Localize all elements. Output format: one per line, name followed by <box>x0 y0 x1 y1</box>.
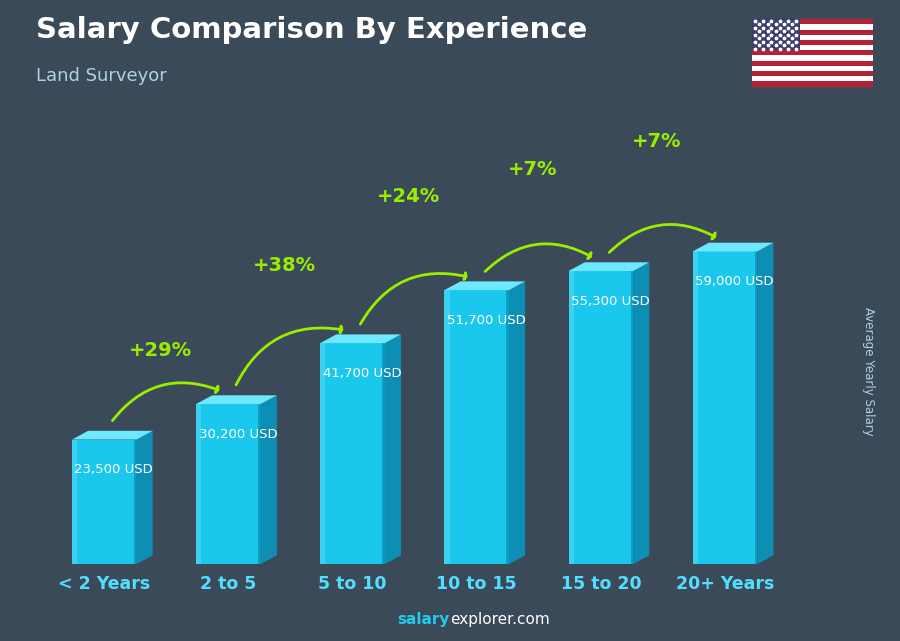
Text: 59,000 USD: 59,000 USD <box>695 275 774 288</box>
Bar <box>752 71 873 76</box>
Bar <box>752 81 873 87</box>
Polygon shape <box>320 343 385 564</box>
Polygon shape <box>569 271 573 564</box>
Polygon shape <box>196 404 202 564</box>
Bar <box>752 76 873 81</box>
Text: 55,300 USD: 55,300 USD <box>571 295 650 308</box>
Polygon shape <box>755 251 757 564</box>
Polygon shape <box>258 404 261 564</box>
Polygon shape <box>385 335 401 564</box>
Polygon shape <box>507 290 509 564</box>
Bar <box>752 40 873 45</box>
Bar <box>752 45 873 50</box>
Bar <box>752 66 873 71</box>
Polygon shape <box>72 431 153 440</box>
Polygon shape <box>72 440 137 564</box>
Text: Land Surveyor: Land Surveyor <box>36 67 166 85</box>
Bar <box>752 50 873 56</box>
Polygon shape <box>693 251 698 564</box>
Text: Average Yearly Salary: Average Yearly Salary <box>862 308 875 436</box>
Text: Salary Comparison By Experience: Salary Comparison By Experience <box>36 16 587 44</box>
Bar <box>752 29 873 35</box>
Polygon shape <box>320 343 326 564</box>
Polygon shape <box>693 243 773 251</box>
Polygon shape <box>445 290 450 564</box>
Text: 51,700 USD: 51,700 USD <box>447 314 526 327</box>
Polygon shape <box>509 281 525 564</box>
Polygon shape <box>633 262 649 564</box>
Text: explorer.com: explorer.com <box>450 612 550 627</box>
Polygon shape <box>569 262 649 271</box>
Text: +7%: +7% <box>508 160 557 179</box>
Text: 23,500 USD: 23,500 USD <box>75 463 153 476</box>
Polygon shape <box>137 431 153 564</box>
Polygon shape <box>382 343 385 564</box>
Text: +7%: +7% <box>632 132 681 151</box>
Text: 30,200 USD: 30,200 USD <box>199 428 277 441</box>
Polygon shape <box>757 243 773 564</box>
Polygon shape <box>445 290 509 564</box>
Polygon shape <box>631 271 633 564</box>
Polygon shape <box>196 395 277 404</box>
Polygon shape <box>693 251 757 564</box>
Bar <box>752 61 873 66</box>
Text: +38%: +38% <box>253 256 316 275</box>
Bar <box>752 56 873 61</box>
Text: +29%: +29% <box>129 340 192 360</box>
Text: salary: salary <box>398 612 450 627</box>
Text: +24%: +24% <box>377 187 440 206</box>
Text: 41,700 USD: 41,700 USD <box>323 367 401 380</box>
Bar <box>752 24 873 29</box>
Bar <box>752 19 800 50</box>
Bar <box>752 19 873 24</box>
Polygon shape <box>445 281 525 290</box>
Polygon shape <box>196 404 261 564</box>
Polygon shape <box>569 271 633 564</box>
Bar <box>752 35 873 40</box>
Polygon shape <box>72 440 77 564</box>
Polygon shape <box>320 335 401 343</box>
Polygon shape <box>261 395 277 564</box>
Polygon shape <box>134 440 137 564</box>
